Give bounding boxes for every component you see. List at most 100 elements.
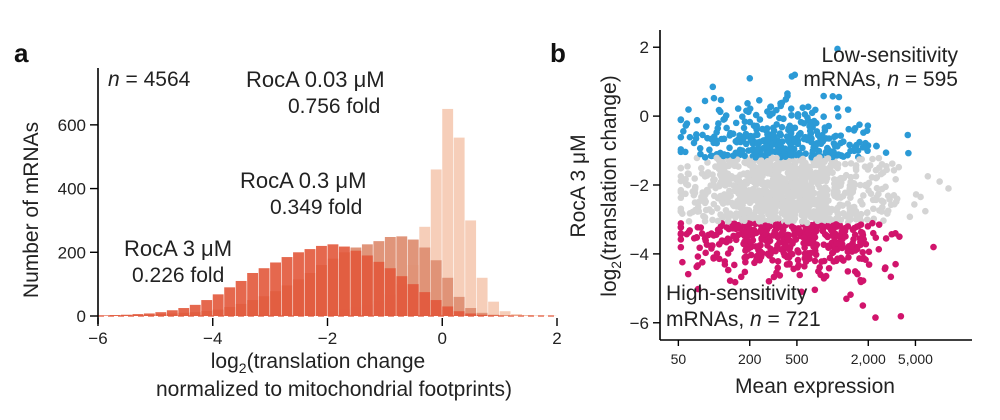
point-1202	[835, 210, 842, 218]
point-1699	[785, 235, 792, 243]
point-609	[788, 111, 795, 119]
point-1471	[802, 133, 809, 141]
point-1478	[860, 254, 868, 262]
point-1084	[821, 124, 829, 131]
point-1499	[836, 179, 844, 186]
bar-series-2-bin-19	[316, 245, 327, 316]
point-1671	[809, 189, 816, 197]
point-1692	[824, 205, 832, 212]
point-1560	[698, 230, 706, 237]
bar-series-2-bin-24	[373, 261, 385, 316]
point-1371	[753, 171, 760, 179]
high-sensitivity-label-line1: High-sensitivity	[666, 282, 808, 305]
point-1661	[799, 155, 807, 163]
point-1627	[770, 197, 778, 204]
point-1650	[861, 182, 869, 189]
point-104	[774, 258, 782, 265]
point-1354	[754, 139, 761, 146]
point-1676	[771, 175, 778, 182]
bar-series-2-bin-27	[407, 284, 419, 316]
bar-series-0-bin-33	[476, 277, 488, 316]
point-1522	[859, 144, 867, 151]
bar-series-2-bin-29	[430, 300, 442, 316]
point-1693	[777, 131, 785, 139]
point-1555	[757, 227, 764, 235]
panel-a-xlabel-line2: normalized to mitochondrial footprints)	[156, 378, 512, 401]
point-287	[856, 121, 863, 128]
point-1328	[752, 243, 760, 250]
panel-a-xtick-label: 2	[552, 329, 561, 348]
point-1596	[787, 129, 795, 137]
panel-b-ylabel: log2(translation change)	[598, 75, 624, 296]
point-1432	[686, 210, 694, 217]
bar-series-1-bin-32	[465, 308, 477, 316]
point-740	[686, 133, 694, 141]
point-1216	[776, 272, 784, 279]
point-932	[856, 181, 864, 189]
point-1563	[746, 105, 754, 112]
point-1463	[821, 168, 828, 175]
point-1612	[828, 161, 836, 169]
point-1036	[677, 194, 685, 202]
point-1682	[784, 210, 792, 218]
point-1535	[764, 158, 771, 165]
panel-a: a Number of mRNAs n = 4564 0 200 400 600 −6 −…	[14, 38, 562, 401]
point-1662	[743, 197, 751, 204]
point-1370	[814, 217, 821, 225]
point-936	[708, 208, 716, 216]
point-1634	[778, 184, 786, 191]
point-1427	[729, 152, 737, 159]
point-1211	[784, 191, 791, 198]
point-1542	[805, 185, 813, 193]
point-266	[844, 268, 852, 275]
point-1609	[748, 177, 756, 185]
point-745	[717, 96, 725, 104]
bar-series-2-bin-33	[476, 314, 488, 316]
point-1670	[713, 154, 721, 162]
point-1706	[892, 260, 899, 268]
point-1101	[706, 146, 713, 154]
point-1675	[847, 215, 855, 223]
bar-series-2-bin-12	[235, 280, 247, 316]
point-1575	[684, 181, 692, 189]
bar-series-0-bin-29	[430, 169, 442, 316]
point-662	[721, 258, 729, 265]
point-1638	[838, 240, 846, 248]
point-1703	[859, 302, 867, 309]
point-43	[882, 235, 890, 242]
bar-series-2-bin-22	[350, 250, 362, 316]
point-1572	[905, 149, 912, 157]
point-14	[710, 94, 718, 102]
point-800	[807, 118, 815, 126]
point-757	[801, 234, 808, 241]
bar-series-2-bin-31	[453, 311, 465, 316]
point-1220	[738, 147, 746, 154]
point-1453	[758, 249, 766, 257]
series-label-rocA-0-03: RocA 0.03 μM	[246, 67, 385, 92]
panel-a-xtick-label: −4	[203, 329, 222, 348]
point-457	[892, 175, 899, 183]
point-192	[677, 172, 685, 180]
point-1624	[924, 172, 932, 180]
point-1214	[847, 147, 854, 155]
point-1643	[798, 211, 805, 219]
point-1583	[793, 151, 800, 159]
point-898	[747, 238, 755, 246]
point-1413	[691, 199, 699, 206]
point-1610	[814, 181, 822, 188]
point-1531	[897, 312, 905, 320]
point-1331	[719, 173, 727, 181]
point-1477	[856, 235, 864, 242]
point-1691	[792, 182, 799, 189]
point-1040	[691, 183, 699, 191]
point-1206	[857, 221, 865, 228]
point-719	[843, 295, 850, 303]
point-1311	[731, 187, 738, 195]
point-1663	[795, 131, 803, 138]
point-1316	[833, 105, 841, 112]
point-1540	[814, 131, 822, 139]
bar-series-1-bin-28	[419, 247, 431, 316]
point-1595	[824, 155, 832, 162]
point-1151	[694, 223, 702, 231]
point-1621	[830, 148, 837, 156]
